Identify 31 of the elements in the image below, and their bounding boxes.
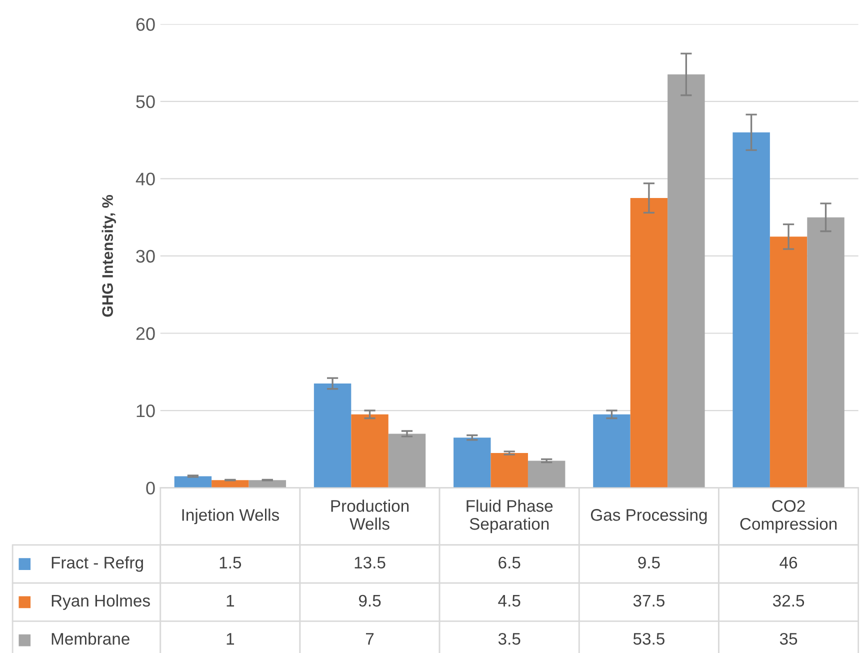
x-tick-label: CO2 Compression (740, 500, 837, 534)
data-label: 3.5 (498, 632, 520, 645)
data-label: 37.5 (633, 594, 664, 607)
y-tick-label: 60 (136, 18, 155, 31)
data-label: 32.5 (772, 594, 804, 607)
data-label: 6.5 (498, 556, 520, 569)
x-tick-label: Gas Processing (590, 508, 707, 524)
y-tick-label: 10 (136, 404, 155, 418)
data-label: 4.5 (498, 594, 520, 607)
y-tick-label: 40 (136, 172, 155, 186)
data-label: 1 (226, 594, 234, 606)
data-label: 1 (226, 633, 234, 645)
data-label: 13.5 (354, 556, 386, 569)
y-tick-label: 50 (136, 95, 155, 108)
data-label: 9.5 (638, 556, 660, 569)
y-tick-label: 0 (146, 482, 155, 495)
legend-label: Membrane (52, 632, 130, 645)
data-label: 35 (780, 632, 798, 645)
x-tick-label: Fluid Phase Separation (466, 500, 553, 534)
x-tick-label: Injetion Wells (182, 508, 279, 524)
y-tick-label: 20 (136, 327, 155, 340)
data-label: 1.5 (220, 556, 242, 569)
y-tick-label: 30 (136, 250, 155, 263)
x-tick-label: Production Wells (331, 500, 409, 530)
data-label: 7 (366, 633, 374, 645)
data-label: 46 (780, 556, 798, 569)
legend-label: Ryan Holmes (52, 594, 150, 610)
data-label: 9.5 (358, 594, 381, 607)
legend-label: Fract - Refrg (52, 556, 143, 572)
y-axis-title: GHG Intensity, % (102, 194, 116, 317)
data-label: 53.5 (633, 632, 664, 645)
